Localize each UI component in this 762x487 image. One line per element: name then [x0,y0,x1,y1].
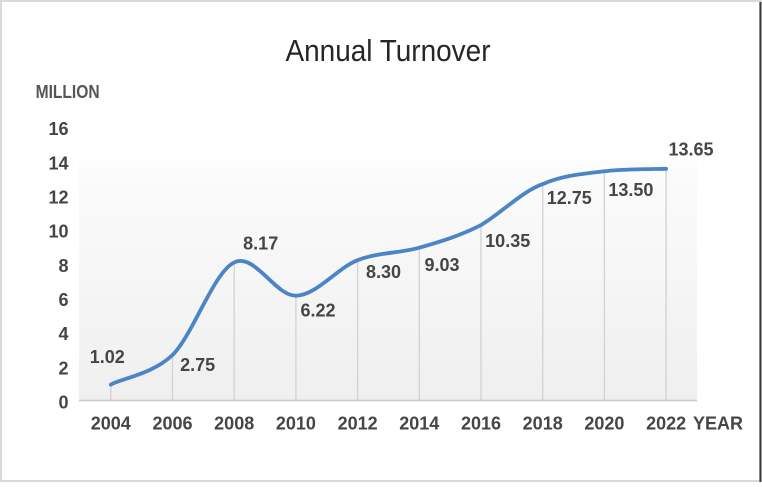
svg-text:2016: 2016 [461,414,501,434]
svg-text:4: 4 [58,324,68,344]
svg-text:2008: 2008 [214,414,254,434]
svg-text:2006: 2006 [152,414,192,434]
svg-text:2012: 2012 [338,414,378,434]
svg-text:2018: 2018 [523,414,563,434]
svg-text:10: 10 [48,222,68,242]
svg-text:2: 2 [58,358,68,378]
svg-text:13.65: 13.65 [668,140,713,160]
svg-text:16: 16 [48,119,68,139]
svg-text:2004: 2004 [91,414,131,434]
svg-text:8.30: 8.30 [366,262,401,282]
svg-text:2014: 2014 [399,414,439,434]
svg-text:YEAR: YEAR [693,414,743,434]
svg-text:6.22: 6.22 [300,300,335,320]
svg-text:8.17: 8.17 [243,233,278,253]
svg-text:8: 8 [58,256,68,276]
svg-text:12: 12 [48,187,68,207]
svg-text:10.35: 10.35 [485,231,530,251]
svg-text:12.75: 12.75 [547,188,592,208]
svg-text:2.75: 2.75 [180,355,215,375]
svg-text:2020: 2020 [584,414,624,434]
svg-text:0: 0 [58,393,68,413]
svg-text:2022: 2022 [646,414,686,434]
svg-text:14: 14 [48,153,68,173]
svg-text:9.03: 9.03 [424,255,459,275]
svg-text:Annual Turnover: Annual Turnover [286,34,491,68]
svg-text:MILLION: MILLION [36,82,100,102]
svg-text:2010: 2010 [276,414,316,434]
svg-text:6: 6 [58,290,68,310]
svg-text:13.50: 13.50 [608,180,653,200]
svg-text:1.02: 1.02 [90,347,125,367]
